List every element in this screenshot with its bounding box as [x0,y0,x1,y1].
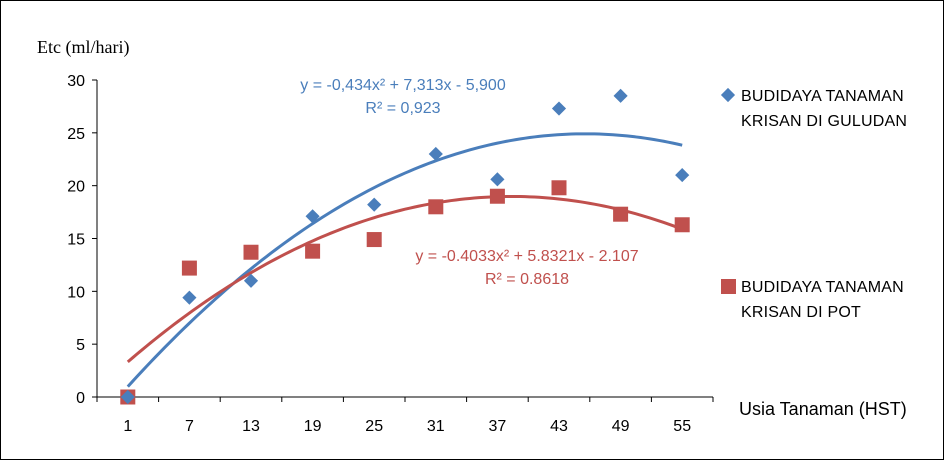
trend-equation-pot: y = -0.4033x² + 5.8321x - 2.107 [415,248,638,265]
data-point-pot [428,199,444,215]
trendline-pot [126,194,683,364]
data-point-guludan [613,88,628,103]
data-point-pot [181,260,197,276]
data-points [120,88,690,405]
x-tick-label: 1 [123,418,132,435]
legend: BUDIDAYA TANAMAN KRISAN DI GULUDAN BUDID… [720,87,907,321]
trend-equation-guludan: y = -0,434x² + 7,313x - 5,900 [300,77,506,94]
y-tick-label: 25 [67,126,85,143]
legend-label-pot-line1: BUDIDAYA TANAMAN [741,279,904,296]
x-tick-label: 7 [185,418,194,435]
y-tick-label: 0 [76,390,85,407]
y-ticks: 0 5 10 15 20 25 30 [67,73,97,407]
r-squared-pot: R² = 0.8618 [485,271,569,288]
legend-label-guludan-line2: KRISAN DI GULUDAN [741,113,907,130]
data-point-guludan [551,101,567,116]
legend-marker-square-icon [721,279,736,294]
y-tick-label: 5 [76,337,85,354]
x-tick-label: 19 [304,418,322,435]
x-tick-label: 25 [365,418,383,435]
data-point-pot [243,244,259,260]
y-tick-label: 30 [67,73,85,90]
r-squared-guludan: R² = 0,923 [365,100,440,117]
data-point-guludan [243,273,259,288]
data-point-guludan [305,209,320,224]
legend-label-guludan-line1: BUDIDAYA TANAMAN [741,88,904,105]
x-tick-label: 37 [489,418,507,435]
data-point-guludan [182,290,197,305]
x-ticks: 1 7 13 19 25 31 37 43 49 55 [96,397,714,435]
data-point-guludan [367,197,382,212]
data-point-guludan [490,172,505,187]
data-point-pot [489,188,505,204]
x-tick-label: 43 [550,418,568,435]
y-axis-label: Etc (ml/hari) [37,37,129,58]
data-point-pot [613,206,629,222]
x-tick-label: 55 [673,418,691,435]
data-point-guludan [428,146,443,162]
data-point-pot [674,217,690,233]
trendline-guludan [126,132,683,388]
data-point-guludan [120,389,135,405]
legend-label-pot-line2: KRISAN DI POT [741,304,861,321]
legend-marker-diamond-icon [720,87,736,103]
y-tick-label: 20 [67,179,85,196]
y-tick-label: 15 [67,232,85,249]
y-tick-label: 10 [67,284,85,301]
data-point-guludan [675,168,690,183]
data-point-pot [366,232,382,248]
x-tick-label: 31 [427,418,445,435]
data-point-pot [551,180,567,196]
x-axis-label: Usia Tanaman (HST) [739,399,907,419]
trendlines [126,132,683,388]
x-tick-label: 49 [612,418,630,435]
x-tick-label: 13 [242,418,260,435]
data-point-pot [305,243,321,259]
